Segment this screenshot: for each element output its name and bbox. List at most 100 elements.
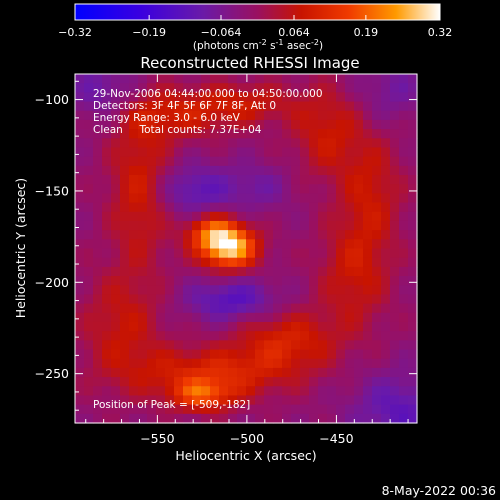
footer-timestamp: 8-May-2022 00:36 [382,483,496,498]
heatmap-cell [192,193,202,204]
heatmap-cell [363,257,373,268]
heatmap-cell [318,83,328,93]
heatmap-cell [354,184,364,194]
heatmap-cell [264,101,274,112]
heatmap-cell [129,83,139,93]
heatmap-cell [381,165,391,176]
heatmap-cell [273,147,283,158]
heatmap-cell [219,321,229,332]
heatmap-cell [192,367,202,378]
heatmap-cell [138,202,148,213]
heatmap-cell [399,184,409,194]
heatmap-cell [228,340,238,351]
heatmap-cell [201,386,211,397]
heatmap-cell [165,175,175,185]
heatmap-cell [237,395,247,406]
heatmap-cell [327,156,337,167]
heatmap-cell [363,138,373,149]
heatmap-cell [102,165,112,176]
heatmap-cell [282,202,292,213]
heatmap-cell [246,184,256,194]
heatmap-cell [345,74,355,84]
heatmap-cell [111,74,121,84]
heatmap-cell [228,147,238,158]
heatmap-cell [246,294,256,305]
heatmap-cell [372,156,382,167]
heatmap-cell [282,110,292,121]
heatmap-cell [84,184,94,194]
heatmap-cell [156,202,166,213]
heatmap-cell [255,395,265,406]
heatmap-cell [165,358,175,369]
heatmap-cell [291,331,301,341]
heatmap-cell [237,83,247,93]
heatmap-cell [93,83,103,93]
heatmap-cell [138,92,148,103]
heatmap-cell [219,404,229,415]
heatmap-cell [354,193,364,204]
heatmap-cell [84,404,94,415]
heatmap-cell [210,202,220,213]
heatmap-cell [327,239,337,250]
heatmap-cell [174,367,184,378]
heatmap-cell [408,202,418,213]
heatmap-cell [282,101,292,112]
heatmap-cell [210,129,220,139]
heatmap-cell [75,110,85,121]
heatmap-cell [300,165,310,176]
heatmap-cell [255,220,265,231]
heatmap-cell [291,193,301,204]
heatmap-cell [309,211,319,222]
heatmap-cell [102,119,112,130]
heatmap-cell [93,248,103,259]
heatmap-cell [273,367,283,378]
heatmap-cell [102,74,112,84]
heatmap-cell [327,386,337,397]
heatmap-cell [390,303,400,314]
heatmap-cell [246,395,256,406]
heatmap-cell [219,312,229,323]
heatmap-cell [291,358,301,369]
heatmap-cell [228,220,238,231]
heatmap-cell [228,276,238,286]
heatmap-cell [174,92,184,103]
heatmap-cell [345,395,355,406]
heatmap-cell [93,285,103,296]
heatmap-cell [408,230,418,240]
heatmap-cell [219,340,229,351]
heatmap-cell [318,312,328,323]
heatmap-cell [399,138,409,149]
heatmap-cell [390,367,400,378]
heatmap-cell [120,129,130,139]
heatmap-cell [93,220,103,231]
heatmap-cell [84,248,94,259]
heatmap-cell [228,175,238,185]
heatmap-cell [291,110,301,121]
heatmap-cell [156,358,166,369]
heatmap-cell [255,386,265,397]
heatmap-cell [138,74,148,84]
heatmap-cell [282,404,292,415]
heatmap-cell [372,340,382,351]
heatmap-cell [93,211,103,222]
heatmap-cell [246,312,256,323]
heatmap-cell [111,165,121,176]
heatmap-cell [183,276,193,286]
heatmap-cell [237,101,247,112]
heatmap-cell [192,175,202,185]
heatmap-cell [174,129,184,139]
heatmap-cell [165,165,175,176]
heatmap-cell [210,110,220,121]
heatmap-cell [300,312,310,323]
heatmap-cell [390,386,400,397]
heatmap-cell [201,395,211,406]
heatmap-cell [93,74,103,84]
heatmap-cell [273,138,283,149]
heatmap-cell [183,211,193,222]
heatmap-cell [156,321,166,332]
heatmap-cell [300,74,310,84]
heatmap-cell [183,230,193,240]
heatmap-cell [264,220,274,231]
heatmap-cell [273,276,283,286]
heatmap-cell [291,165,301,176]
